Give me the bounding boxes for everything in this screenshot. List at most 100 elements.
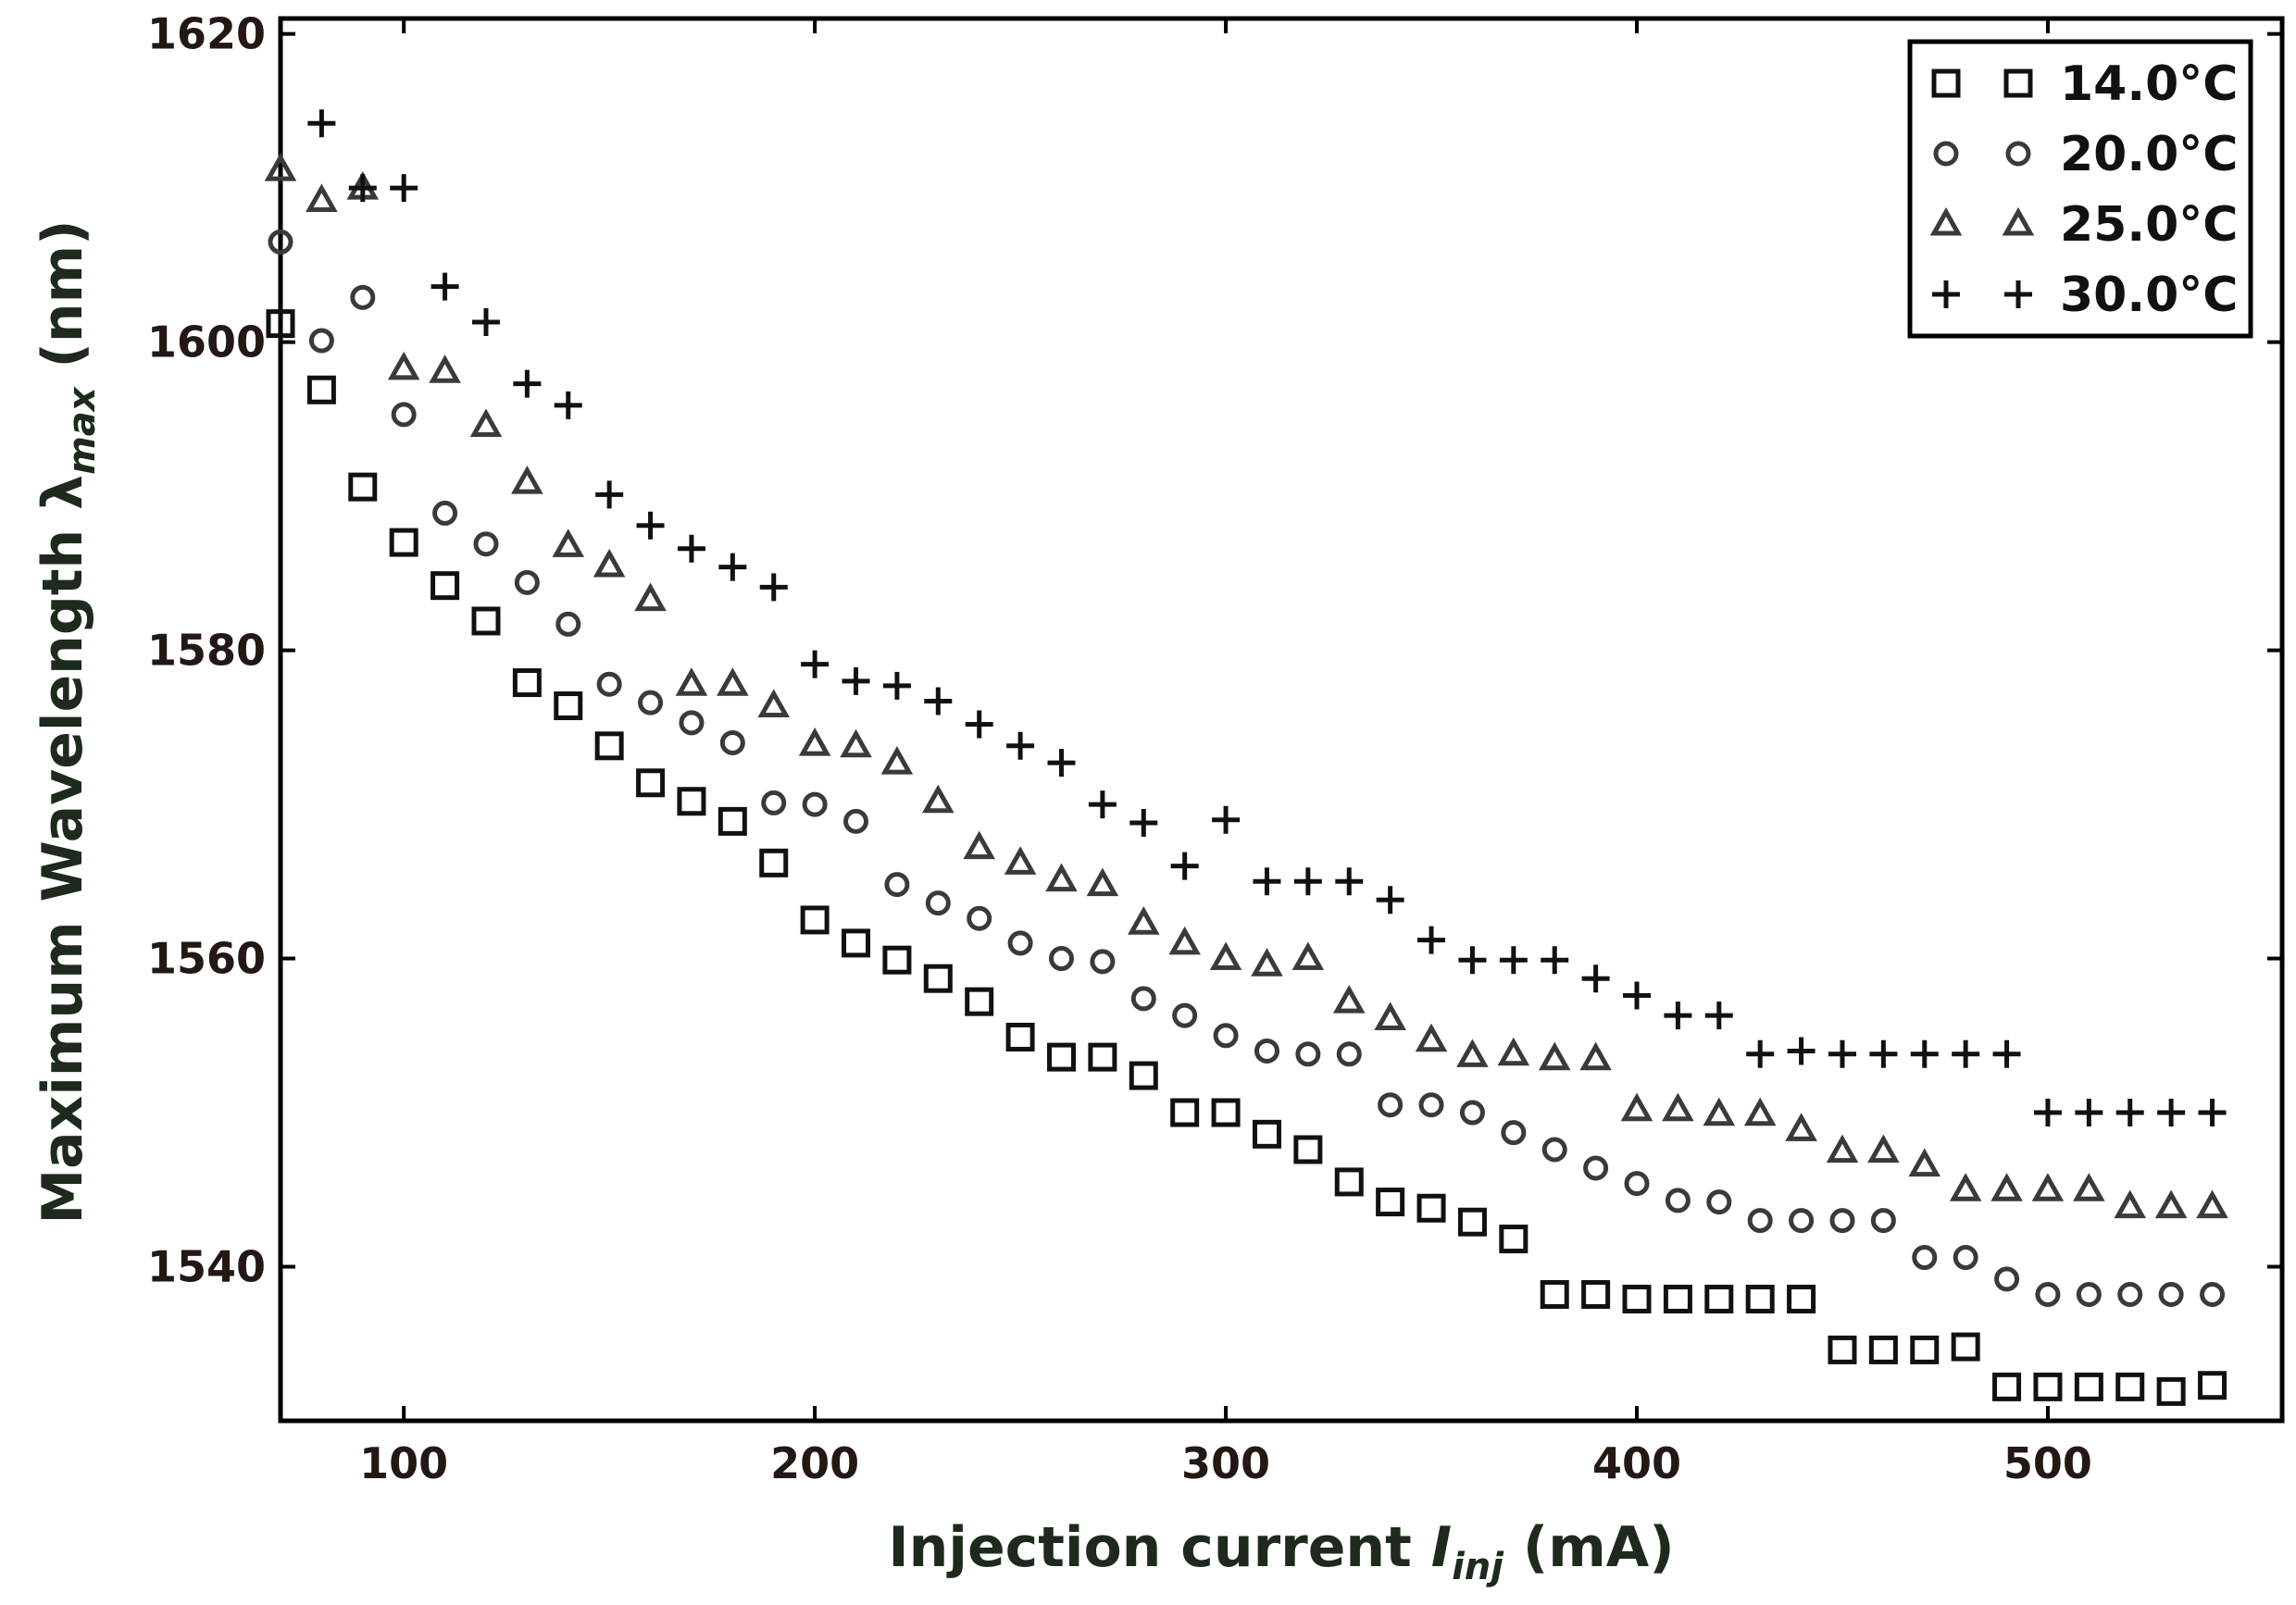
data-point-square: [1211, 1098, 1241, 1127]
data-point-plus: [1253, 867, 1281, 896]
data-point-circle: [761, 790, 787, 815]
data-point-circle: [1624, 1171, 1650, 1197]
data-point-triangle: [429, 355, 461, 383]
data-point-square: [2115, 1372, 2145, 1401]
data-point-triangle: [1292, 941, 1325, 971]
data-point-circle: [308, 328, 334, 354]
data-point-triangle: [1086, 867, 1119, 897]
data-point-square: [1129, 1061, 1158, 1090]
data-point-plus: [1212, 805, 1241, 834]
data-point-circle: [514, 569, 540, 595]
data-point-circle: [1172, 1002, 1198, 1028]
data-point-circle: [1829, 1208, 1855, 1234]
data-point-circle: [1295, 1041, 1321, 1067]
data-point-square: [1499, 1225, 1529, 1254]
data-point-square: [2156, 1376, 2186, 1406]
data-point-circle: [1706, 1189, 1732, 1215]
data-point-triangle: [264, 153, 297, 181]
data-point-triangle: [1620, 1092, 1653, 1122]
data-point-triangle: [552, 529, 585, 557]
legend-marker-plus: [1932, 280, 1960, 308]
data-point-square: [1868, 1335, 1898, 1364]
legend-label: 14.0°C: [2060, 56, 2238, 112]
data-point-square: [800, 905, 830, 935]
data-point-circle: [1007, 930, 1033, 956]
data-point-circle: [555, 611, 581, 637]
data-point-square: [1170, 1098, 1200, 1127]
data-point-square: [923, 964, 953, 993]
data-point-plus: [1910, 1039, 1939, 1068]
legend-entry: 25.0°C: [1929, 197, 2238, 253]
data-point-plus: [1704, 1002, 1733, 1030]
data-point-circle: [391, 402, 417, 428]
data-point-circle: [719, 729, 745, 755]
data-point-plus: [965, 710, 993, 739]
data-point-triangle: [1456, 1039, 1489, 1067]
data-point-circle: [1912, 1245, 1938, 1271]
y-tick-label: 1540: [147, 1242, 266, 1292]
data-point-triangle: [1949, 1173, 1982, 1201]
x-tick-label: 500: [2003, 1438, 2092, 1488]
data-point-square: [759, 848, 789, 877]
data-point-plus: [1129, 809, 1158, 838]
data-point-triangle: [798, 728, 831, 756]
data-point-plus: [1746, 1039, 1775, 1068]
data-point-triangle: [1332, 985, 1366, 1014]
data-point-circle: [1130, 986, 1156, 1012]
data-point-square: [266, 309, 295, 339]
data-point-plus: [471, 307, 500, 336]
data-point-circle: [1418, 1092, 1444, 1118]
x-tick-label: 300: [1181, 1438, 1270, 1488]
data-point-circle: [2035, 1281, 2061, 1307]
data-point-circle: [1541, 1137, 1567, 1163]
data-point-circle: [596, 671, 622, 697]
data-point-square: [1704, 1284, 1734, 1313]
data-point-square: [882, 945, 912, 975]
data-point-triangle: [1374, 1002, 1406, 1030]
data-point-plus: [1623, 981, 1652, 1010]
data-point-triangle: [1743, 1097, 1777, 1126]
data-point-plus: [1170, 852, 1199, 880]
data-point-circle: [1994, 1266, 2020, 1292]
data-point-square: [1540, 1279, 1569, 1309]
data-point-triangle: [922, 784, 955, 814]
data-point-plus: [2157, 1099, 2186, 1127]
series-square: [266, 309, 2227, 1406]
data-point-triangle: [1045, 863, 1078, 892]
data-point-square: [306, 375, 336, 404]
legend-marker-square: [1931, 68, 1961, 98]
data-point-circle: [1583, 1155, 1609, 1181]
data-point-plus: [677, 534, 705, 563]
data-point-plus: [307, 109, 336, 138]
data-point-plus: [1088, 790, 1117, 819]
y-tick-label: 1620: [147, 9, 266, 59]
data-point-triangle: [1785, 1113, 1817, 1141]
data-point-plus: [595, 480, 624, 509]
data-point-square: [1622, 1284, 1652, 1313]
data-point-plus: [1787, 1037, 1816, 1065]
data-point-triangle: [387, 351, 420, 380]
data-point-square: [1005, 1022, 1035, 1051]
data-point-circle: [1747, 1208, 1773, 1234]
data-point-plus: [842, 666, 870, 695]
data-point-circle: [802, 791, 828, 817]
data-point-plus: [1047, 749, 1076, 778]
y-tick-label: 1560: [147, 934, 266, 984]
data-point-circle: [1336, 1041, 1362, 1067]
x-axis-ticks: 100 200 300 400 500: [359, 19, 2092, 1488]
data-point-circle: [473, 531, 499, 557]
data-point-triangle: [2031, 1173, 2065, 1201]
data-point-circle: [1953, 1245, 1978, 1271]
data-point-square: [1663, 1284, 1692, 1313]
data-point-circle: [1090, 949, 1116, 975]
legend-entry: 30.0°C: [1932, 268, 2238, 323]
data-point-plus: [513, 369, 542, 398]
legend-marker-triangle: [1929, 206, 1963, 236]
data-point-square: [1334, 1167, 1364, 1197]
data-point-circle: [967, 905, 992, 931]
data-point-plus: [759, 573, 788, 602]
legend-marker-square: [2003, 68, 2033, 98]
data-point-plus: [924, 687, 953, 715]
data-point-triangle: [511, 466, 543, 494]
data-point-triangle: [469, 408, 503, 438]
